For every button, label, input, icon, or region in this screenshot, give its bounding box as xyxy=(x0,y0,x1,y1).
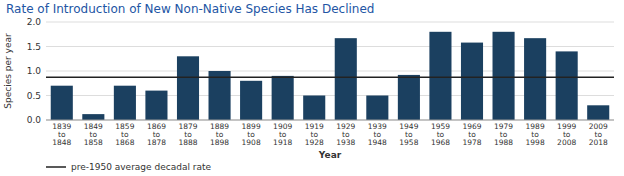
legend: pre-1950 average decadal rate xyxy=(46,162,212,172)
x-tick-label-line: 1858 xyxy=(84,138,103,147)
bar xyxy=(429,32,451,120)
x-tick-label-line: 1908 xyxy=(242,138,261,147)
x-tick-label-line: 1978 xyxy=(462,138,481,147)
x-tick-label-line: 1888 xyxy=(178,138,197,147)
bar xyxy=(82,114,104,120)
bar xyxy=(398,75,420,120)
x-tick-label: 1849to1858 xyxy=(84,122,103,147)
bar xyxy=(366,96,388,121)
y-axis-label: Species per year xyxy=(3,33,13,109)
y-tick-label: 0.0 xyxy=(27,115,42,125)
bar xyxy=(114,86,136,120)
x-tick-label: 1899to1908 xyxy=(242,122,261,147)
x-tick-label: 1949to1958 xyxy=(399,122,418,147)
legend-swatch xyxy=(46,166,66,168)
bar xyxy=(524,38,546,120)
x-axis-label: Year xyxy=(318,150,342,160)
plot-area xyxy=(46,32,614,120)
x-axis-line xyxy=(46,120,614,121)
x-tick-label-line: 1968 xyxy=(431,138,450,147)
x-tick-label: 1979to1988 xyxy=(494,122,513,147)
x-tick-label: 1969to1978 xyxy=(462,122,481,147)
x-tick-label-line: 1938 xyxy=(336,138,355,147)
x-tick-label: 1889to1898 xyxy=(210,122,229,147)
x-tick-label-line: 1898 xyxy=(210,138,229,147)
bar xyxy=(177,56,199,120)
grid xyxy=(46,22,614,120)
grid-line xyxy=(46,22,614,23)
x-tick-label: 1939to1948 xyxy=(368,122,387,147)
x-tick-label: 1989to1998 xyxy=(526,122,545,147)
x-tick-label-line: 1998 xyxy=(526,138,545,147)
x-tick-label-line: 1868 xyxy=(115,138,134,147)
y-tick-label: 1.0 xyxy=(27,66,42,76)
x-tick-label-line: 1948 xyxy=(368,138,387,147)
chart: Rate of Introduction of New Non-Native S… xyxy=(0,0,624,176)
x-tick-label: 1959to1968 xyxy=(431,122,450,147)
x-tick-label-line: 1848 xyxy=(52,138,71,147)
bar xyxy=(556,51,578,120)
y-tick-label: 2.0 xyxy=(27,17,42,27)
x-tick-label: 2009to2018 xyxy=(589,122,608,147)
x-tick-label: 1879to1888 xyxy=(178,122,197,147)
grid-line xyxy=(46,120,614,121)
x-tick-label-line: 2018 xyxy=(589,138,608,147)
bar xyxy=(303,96,325,121)
x-tick-label-line: 1958 xyxy=(399,138,418,147)
y-tick-label: 1.5 xyxy=(27,42,41,52)
y-tick-label: 0.5 xyxy=(27,91,41,101)
bar xyxy=(240,81,262,120)
reference-line xyxy=(46,77,614,79)
bar xyxy=(461,43,483,120)
title: Rate of Introduction of New Non-Native S… xyxy=(6,2,374,16)
bar xyxy=(335,38,357,120)
bar xyxy=(272,76,294,120)
x-tick-label-line: 1928 xyxy=(305,138,324,147)
bar xyxy=(209,71,231,120)
x-tick-label: 1869to1878 xyxy=(147,122,166,147)
bar xyxy=(51,86,73,120)
x-tick-label: 1839to1848 xyxy=(52,122,71,147)
x-tick-label: 1859to1868 xyxy=(115,122,134,147)
x-tick-label-line: 1988 xyxy=(494,138,513,147)
bar xyxy=(587,105,609,120)
x-tick-label: 1999to2008 xyxy=(557,122,576,147)
x-tick-label-line: 2008 xyxy=(557,138,576,147)
x-tick-label: 1919to1928 xyxy=(305,122,324,147)
bar xyxy=(145,91,167,120)
bar xyxy=(493,32,515,120)
x-tick-label-line: 1878 xyxy=(147,138,166,147)
legend-label: pre-1950 average decadal rate xyxy=(71,162,212,172)
x-tick-label: 1929to1938 xyxy=(336,122,355,147)
x-tick-label-line: 1918 xyxy=(273,138,292,147)
x-tick-label: 1909to1918 xyxy=(273,122,292,147)
